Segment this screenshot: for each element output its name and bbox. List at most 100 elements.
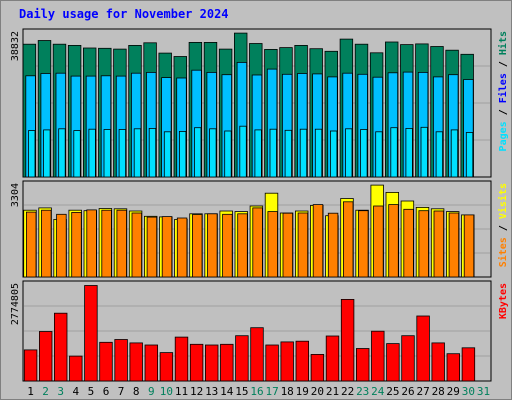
bar-kbytes-20 [310, 353, 325, 382]
x-tick-label-25: 25 [386, 385, 399, 398]
bar-kbytes-4 [69, 355, 83, 382]
legend-entry: KBytes [498, 283, 509, 319]
x-tick-label-21: 21 [326, 385, 339, 398]
chart-title: Daily usage for November 2024 [19, 7, 229, 21]
bar-pages-12 [194, 127, 202, 178]
bar-kbytes-12 [189, 343, 204, 382]
bar-kbytes-1 [23, 349, 38, 382]
y-max-label: 3304 [10, 183, 21, 207]
bar-kbytes-19 [295, 340, 310, 382]
bar-sites-28 [433, 210, 445, 278]
bar-kbytes-18 [280, 341, 294, 382]
bar-pages-5 [88, 128, 96, 178]
bar-kbytes-11 [174, 336, 189, 382]
bar-sites-9 [146, 216, 158, 278]
x-tick-label-27: 27 [416, 385, 429, 398]
bar-sites-14 [222, 213, 233, 278]
bar-sites-6 [101, 209, 112, 278]
bar-kbytes-3 [54, 312, 68, 382]
bar-sites-17 [267, 211, 278, 278]
x-tick-label-6: 6 [103, 385, 110, 398]
legend-entry: / [498, 103, 509, 121]
y-max-label: 38832 [10, 31, 21, 61]
x-tick-label-16: 16 [250, 385, 263, 398]
bar-sites-1 [25, 211, 37, 278]
legend-entry: Hits [497, 31, 509, 55]
x-tick-label-10: 10 [160, 385, 173, 398]
x-tick-label-19: 19 [296, 385, 309, 398]
bar-pages-28 [435, 131, 444, 178]
x-tick-label-17: 17 [265, 385, 278, 398]
x-tick-label-13: 13 [205, 385, 218, 398]
bar-sites-27 [418, 210, 429, 278]
bar-pages-7 [118, 129, 126, 178]
bar-kbytes-27 [416, 315, 430, 382]
bar-pages-8 [133, 128, 142, 178]
legend-entry: Files [497, 73, 509, 103]
bar-sites-26 [403, 208, 414, 278]
bar-kbytes-5 [84, 285, 98, 382]
bar-pages-25 [390, 127, 398, 178]
x-tick-label-28: 28 [432, 385, 445, 398]
bar-pages-6 [103, 129, 111, 178]
bar-sites-3 [56, 213, 67, 278]
x-tick-label-14: 14 [220, 385, 234, 398]
x-tick-label-24: 24 [371, 385, 385, 398]
bar-sites-16 [252, 207, 263, 278]
x-tick-label-20: 20 [311, 385, 324, 398]
bar-sites-10 [161, 216, 173, 278]
bar-kbytes-2 [39, 331, 53, 382]
x-tick-label-29: 29 [447, 385, 460, 398]
x-tick-label-2: 2 [42, 385, 49, 398]
bar-pages-30 [465, 132, 474, 178]
x-tick-label-26: 26 [401, 385, 414, 398]
bar-sites-8 [131, 212, 143, 278]
bar-sites-18 [282, 212, 294, 278]
x-tick-label-5: 5 [88, 385, 95, 398]
x-tick-label-23: 23 [356, 385, 369, 398]
bar-kbytes-6 [99, 341, 113, 382]
bar-pages-10 [163, 131, 172, 178]
x-tick-label-31: 31 [477, 385, 490, 398]
bar-kbytes-22 [340, 298, 355, 382]
legend-entry: Sites [497, 237, 509, 267]
y-max-label: 2774805 [10, 283, 21, 325]
legend-label: Pages / Files / Hits [497, 31, 509, 151]
x-tick-label-22: 22 [341, 385, 354, 398]
x-tick-label-7: 7 [118, 385, 125, 398]
x-tick-label-9: 9 [148, 385, 155, 398]
x-tick-label-4: 4 [72, 385, 79, 398]
x-tick-label-1: 1 [27, 385, 34, 398]
bar-sites-11 [176, 217, 188, 278]
bar-sites-15 [237, 213, 248, 278]
bar-kbytes-14 [220, 343, 234, 382]
bar-kbytes-16 [250, 327, 264, 382]
bar-pages-9 [148, 128, 157, 178]
bar-kbytes-8 [129, 342, 143, 382]
bar-kbytes-25 [386, 343, 400, 382]
bar-kbytes-17 [265, 344, 279, 382]
bar-sites-24 [373, 205, 384, 278]
bar-kbytes-15 [235, 335, 249, 382]
bar-sites-21 [327, 212, 339, 278]
bar-sites-20 [312, 204, 324, 278]
bar-pages-17 [269, 128, 277, 178]
x-tick-label-3: 3 [57, 385, 64, 398]
bar-kbytes-13 [204, 344, 219, 382]
bar-kbytes-7 [114, 339, 128, 382]
legend-entry: / [498, 55, 509, 73]
bar-sites-7 [116, 209, 127, 278]
bar-pages-1 [28, 130, 36, 178]
bar-pages-21 [329, 130, 338, 178]
x-tick-label-12: 12 [190, 385, 203, 398]
bar-pages-14 [224, 130, 232, 178]
bar-kbytes-21 [325, 335, 340, 382]
bar-pages-24 [375, 131, 383, 178]
bar-pages-3 [58, 128, 66, 178]
bar-kbytes-28 [431, 342, 445, 382]
bar-sites-30 [463, 214, 475, 278]
bar-pages-11 [178, 130, 187, 178]
legend-entry: / [498, 219, 509, 237]
bar-sites-29 [448, 212, 460, 278]
